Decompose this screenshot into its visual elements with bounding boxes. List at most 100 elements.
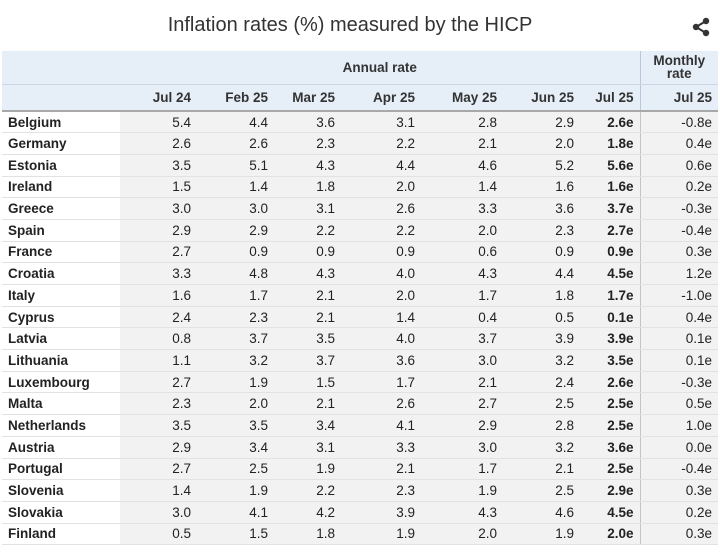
annual-rate-cell: 3.0 (120, 501, 197, 524)
country-cell: Spain (2, 219, 120, 242)
table-row: Cyprus 2.4 2.3 2.1 1.4 0.4 0.5 0.1e 0.4e (2, 306, 719, 329)
annual-rate-cell: 2.1 (274, 306, 341, 329)
annual-rate-cell: 2.3 (503, 219, 580, 242)
annual-rate-cell: 2.9 (120, 436, 197, 459)
country-cell: Portugal (2, 458, 120, 481)
annual-rate-cell: 2.0 (341, 284, 421, 307)
annual-rate-cell: 0.8 (120, 327, 197, 351)
annual-rate-cell: 3.0 (197, 197, 274, 220)
annual-rate-cell: 2.2 (341, 219, 421, 242)
table-row: Greece 3.0 3.0 3.1 2.6 3.3 3.6 3.7e -0.3e (2, 197, 719, 220)
annual-rate-cell: 1.7 (341, 371, 421, 394)
annual-rate-cell: 1.7 (421, 284, 503, 307)
annual-rate-cell: 0.5 (120, 523, 197, 546)
annual-rate-cell: 0.9 (274, 241, 341, 264)
annual-rate-cell: 5.6e (580, 154, 641, 177)
annual-rate-cell: 0.9 (503, 241, 580, 264)
annual-rate-cell: 1.7 (421, 458, 503, 481)
annual-rate-cell: 3.5 (197, 414, 274, 437)
annual-rate-cell: 1.9 (341, 523, 421, 546)
annual-rate-cell: 2.3 (274, 132, 341, 155)
annual-rate-cell: 1.7e (580, 284, 641, 307)
annual-rate-cell: 2.6 (341, 392, 421, 416)
column-header: Apr 25 (341, 84, 421, 112)
country-cell: Slovenia (2, 479, 120, 502)
annual-rate-cell: 1.4 (421, 176, 503, 199)
annual-rate-cell: 2.1 (421, 132, 503, 155)
annual-rate-cell: 3.2 (503, 436, 580, 459)
annual-rate-cell: 3.6 (274, 111, 341, 134)
annual-rate-cell: 2.7 (120, 241, 197, 264)
annual-rate-cell: 4.6 (503, 501, 580, 524)
annual-rate-cell: 3.5 (274, 327, 341, 351)
column-header: Jun 25 (503, 84, 580, 112)
annual-rate-cell: 3.0 (120, 197, 197, 220)
annual-rate-cell: 4.2 (274, 501, 341, 524)
country-cell: Slovakia (2, 501, 120, 524)
annual-rate-cell: 2.0 (421, 219, 503, 242)
monthly-rate-cell: 0.0e (639, 436, 719, 459)
annual-rate-cell: 3.6 (341, 349, 421, 372)
country-cell: Ireland (2, 176, 120, 199)
annual-rate-cell: 4.0 (341, 327, 421, 351)
annual-rate-cell: 2.9 (197, 219, 274, 242)
annual-rate-cell: 0.1e (580, 306, 641, 329)
monthly-rate-cell: 0.1e (639, 349, 719, 372)
annual-rate-cell: 1.4 (120, 479, 197, 502)
annual-rate-cell: 4.3 (421, 262, 503, 285)
annual-rate-cell: 2.1 (421, 371, 503, 394)
annual-rate-cell: 2.8 (503, 414, 580, 437)
table-row: Spain 2.9 2.9 2.2 2.2 2.0 2.3 2.7e -0.4e (2, 219, 719, 242)
annual-rate-cell: 3.2 (503, 349, 580, 372)
annual-rate-cell: 3.6e (580, 436, 641, 459)
annual-rate-cell: 2.9 (120, 219, 197, 242)
country-cell: Cyprus (2, 306, 120, 329)
annual-rate-cell: 2.8 (421, 111, 503, 134)
country-cell: Belgium (2, 111, 120, 134)
annual-rate-cell: 1.1 (120, 349, 197, 372)
annual-rate-cell: 2.0 (341, 176, 421, 199)
annual-rate-cell: 1.4 (197, 176, 274, 199)
annual-rate-cell: 1.8e (580, 132, 641, 155)
country-cell: Malta (2, 392, 120, 416)
annual-rate-cell: 1.9 (421, 479, 503, 502)
annual-rate-cell: 2.5e (580, 414, 641, 437)
annual-rate-cell: 2.5e (580, 392, 641, 416)
share-icon[interactable] (690, 16, 712, 38)
country-cell: Finland (2, 523, 120, 546)
annual-rate-cell: 3.7e (580, 197, 641, 220)
monthly-rate-cell: -0.8e (639, 111, 719, 134)
annual-rate-cell: 2.5e (580, 458, 641, 481)
annual-rate-cell: 3.9 (503, 327, 580, 351)
table-row: Italy 1.6 1.7 2.1 2.0 1.7 1.8 1.7e -1.0e (2, 284, 719, 307)
annual-rate-cell: 0.4 (421, 306, 503, 329)
country-cell: Estonia (2, 154, 120, 177)
monthly-rate-cell: 0.4e (639, 132, 719, 155)
annual-rate-cell: 4.3 (274, 154, 341, 177)
annual-rate-cell: 2.1 (503, 458, 580, 481)
annual-rate-cell: 3.0 (421, 349, 503, 372)
monthly-rate-cell: 0.3e (639, 241, 719, 264)
annual-rate-cell: 0.9 (341, 241, 421, 264)
country-cell: France (2, 241, 120, 264)
monthly-rate-cell: 0.2e (639, 501, 719, 524)
annual-rate-cell: 2.0e (580, 523, 641, 546)
annual-rate-cell: 1.8 (503, 284, 580, 307)
annual-rate-cell: 2.7e (580, 219, 641, 242)
table-row: Portugal 2.7 2.5 1.9 2.1 1.7 2.1 2.5e -0.4e (2, 458, 719, 481)
annual-rate-cell: 3.3 (120, 262, 197, 285)
monthly-rate-cell: 0.5e (639, 392, 719, 416)
annual-rate-cell: 0.5 (503, 306, 580, 329)
monthly-rate-cell: 0.4e (639, 306, 719, 329)
annual-rate-cell: 3.7 (274, 349, 341, 372)
annual-rate-cell: 2.2 (274, 219, 341, 242)
monthly-rate-cell: 0.1e (639, 327, 719, 351)
annual-rate-cell: 1.6 (503, 176, 580, 199)
table-row: Croatia 3.3 4.8 4.3 4.0 4.3 4.4 4.5e 1.2e (2, 262, 719, 285)
annual-rate-cell: 3.1 (274, 197, 341, 220)
monthly-rate-cell: 0.3e (639, 479, 719, 502)
annual-rate-cell: 1.5 (274, 371, 341, 394)
annual-rate-cell: 2.9 (503, 111, 580, 134)
table-row: Estonia 3.5 5.1 4.3 4.4 4.6 5.2 5.6e 0.6e (2, 154, 719, 177)
annual-rate-cell: 4.1 (197, 501, 274, 524)
